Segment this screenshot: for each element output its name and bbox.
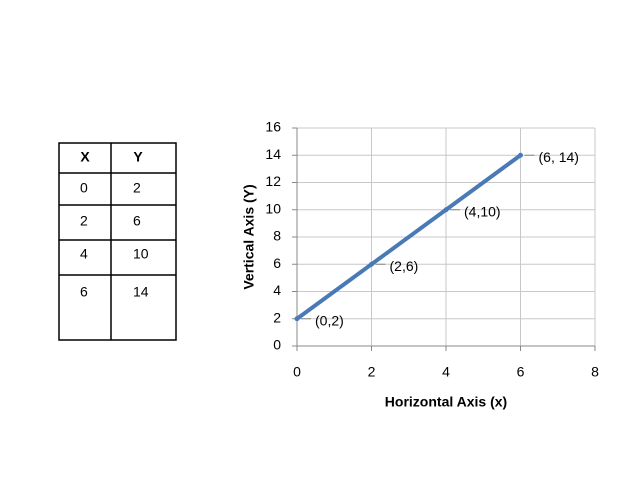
- point: [443, 207, 449, 213]
- table-header: Y: [133, 149, 143, 165]
- table-cell: 6: [133, 213, 141, 229]
- x-tick-label: 2: [368, 364, 376, 380]
- line: [295, 153, 522, 321]
- x-tick-label: 0: [293, 364, 301, 380]
- table-border: [58, 142, 177, 341]
- table-cell: 2: [133, 180, 141, 196]
- data-label: (2,6): [390, 258, 419, 274]
- table-cell: 14: [133, 284, 149, 300]
- data-label: (6, 14): [539, 149, 579, 165]
- x-tick-label: 4: [442, 364, 450, 380]
- y-tick-label: 0: [273, 337, 281, 353]
- point: [369, 261, 374, 267]
- table-cell: 6: [80, 284, 88, 300]
- x-tick-label: 8: [591, 364, 599, 380]
- y-tick-label: 6: [273, 255, 281, 271]
- y-tick-label: 2: [273, 309, 281, 325]
- x-axis-label: Horizontal Axis (x): [385, 394, 507, 410]
- y-tick-label: 16: [265, 119, 281, 135]
- point: [294, 316, 300, 322]
- x-tick-label: 6: [517, 364, 525, 380]
- table-cell: 2: [80, 213, 88, 229]
- y-tick-label: 4: [273, 282, 281, 298]
- data-label: (0,2): [315, 312, 344, 328]
- y-tick-label: 8: [273, 228, 281, 244]
- point: [518, 152, 523, 158]
- table-cell: 10: [133, 246, 149, 262]
- table-cell: 4: [80, 246, 88, 262]
- y-tick-label: 10: [265, 200, 281, 216]
- table-cell: 0: [80, 180, 88, 196]
- table-header: X: [80, 149, 90, 165]
- data-label: (4,10): [464, 203, 501, 219]
- y-axis-label: Vertical Axis (Y): [241, 184, 257, 289]
- y-tick-label: 12: [265, 173, 281, 189]
- y-tick-label: 14: [265, 146, 281, 162]
